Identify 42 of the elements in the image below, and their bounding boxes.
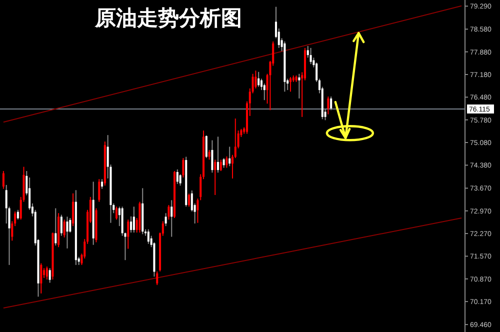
candlestick: [222, 158, 225, 168]
candlestick: [258, 71, 260, 88]
candlestick: [208, 149, 210, 160]
candlestick: [63, 219, 66, 238]
candlestick: [130, 216, 132, 234]
candlestick: [101, 178, 104, 190]
candlestick: [205, 134, 208, 159]
candlestick: [220, 159, 222, 172]
candlestick: [127, 219, 130, 250]
candlestick: [188, 193, 190, 208]
candlestick: [48, 268, 51, 284]
candlestick: [298, 73, 300, 99]
candlestick: [170, 200, 173, 238]
candlestick: [176, 168, 178, 184]
candlestick: [164, 212, 167, 227]
candlestick: [98, 178, 100, 202]
candlestick: [54, 208, 57, 246]
candlestick: [228, 146, 231, 167]
candlestick: [66, 216, 68, 249]
candlestick: [179, 174, 182, 186]
candlestick: [132, 206, 135, 234]
candlestick: [216, 136, 220, 174]
candlestick: [2, 170, 4, 190]
candlestick: [72, 192, 74, 227]
candlestick: [226, 156, 228, 168]
candlestick: [289, 76, 292, 92]
candlestick: [40, 262, 42, 294]
candlestick: [116, 206, 118, 220]
candlestick: [156, 270, 158, 286]
title: 原油走势分析图: [95, 7, 242, 30]
candlestick: [182, 158, 184, 178]
candlestick: [46, 266, 48, 280]
candlestick: [211, 140, 214, 174]
candlestick: [196, 198, 199, 224]
candlestick: [60, 214, 62, 236]
candlestick: [147, 228, 150, 244]
candlestick: [310, 47, 312, 65]
candlestick: [327, 96, 330, 115]
candlestick: [16, 209, 19, 220]
candlestick: [168, 204, 170, 220]
candlestick: [330, 96, 332, 111]
candlestick: [214, 159, 216, 196]
